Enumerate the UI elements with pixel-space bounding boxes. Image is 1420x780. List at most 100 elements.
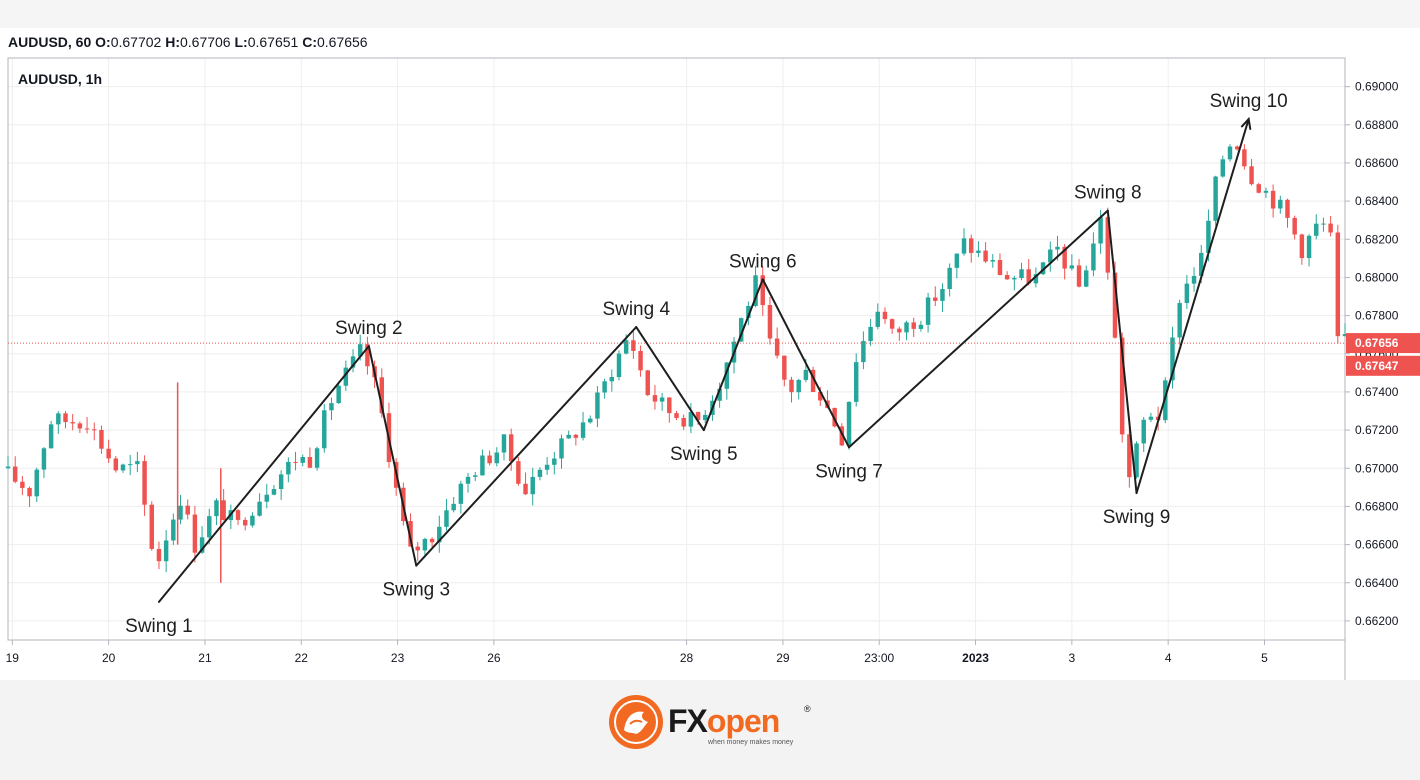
candle-body — [214, 500, 219, 517]
candle-body — [127, 464, 133, 466]
candle-body — [1249, 166, 1254, 185]
price-tick-label: 0.67000 — [1355, 461, 1399, 475]
candle-body — [278, 474, 284, 490]
candle-body — [659, 397, 665, 402]
candle-body — [1105, 217, 1111, 273]
candle-body — [580, 422, 586, 438]
price-tick-label: 0.68200 — [1355, 232, 1399, 246]
candle-body — [1048, 249, 1053, 263]
high-value: 0.67706 — [179, 34, 231, 50]
candle-body — [343, 367, 349, 386]
time-tick-label: 2023 — [962, 651, 989, 665]
price-tick-label: 0.67400 — [1355, 385, 1399, 399]
candle-body — [242, 519, 248, 526]
swing-line — [635, 326, 705, 432]
candle-body — [429, 538, 435, 543]
candle-body — [947, 267, 952, 290]
candle-body — [70, 422, 75, 424]
candle-body — [113, 458, 119, 471]
time-tick-label: 29 — [776, 651, 790, 665]
candle-body — [623, 340, 629, 354]
candle-body — [724, 362, 730, 389]
candle-body — [415, 546, 420, 551]
candle-body — [839, 426, 845, 446]
swing-line — [848, 209, 1109, 449]
candle-body — [1134, 443, 1139, 478]
candle-body — [688, 411, 694, 427]
swing-label: Swing 5 — [670, 444, 738, 465]
candle-body — [868, 326, 873, 342]
candle-body — [221, 500, 226, 521]
price-tick-label: 0.68800 — [1355, 118, 1399, 132]
candle-body — [810, 369, 816, 393]
candle-body — [1012, 278, 1017, 280]
price-tick-label: 0.68400 — [1355, 194, 1399, 208]
candle-body — [1177, 303, 1182, 338]
price-tick-label: 0.68600 — [1355, 156, 1399, 170]
price-tick-label: 0.67200 — [1355, 423, 1399, 437]
candle-body — [473, 475, 478, 477]
candle-body — [1335, 232, 1341, 337]
candle-body — [954, 253, 960, 268]
price-tick-label: 0.66400 — [1355, 576, 1399, 590]
candle-body — [149, 504, 154, 549]
candle-body — [1026, 269, 1031, 284]
swing-label: Swing 10 — [1210, 91, 1288, 112]
candle-body — [1033, 274, 1039, 284]
candle-body — [34, 469, 39, 497]
candle-body — [652, 395, 658, 402]
candle-body — [803, 369, 809, 380]
price-tag — [1346, 355, 1420, 376]
candle-body — [753, 275, 758, 306]
swing-label: Swing 1 — [125, 616, 193, 637]
candle-body — [918, 324, 924, 329]
time-tick-label: 21 — [198, 651, 212, 665]
swing-lines — [157, 116, 1252, 603]
candle-body — [717, 388, 722, 401]
candle-body — [760, 275, 765, 306]
candle-body — [41, 448, 47, 470]
candle-body — [1342, 334, 1348, 337]
candle-body — [875, 311, 880, 327]
high-label: H: — [165, 34, 180, 50]
candle-body — [1285, 199, 1290, 218]
candle-body — [638, 350, 643, 371]
candle-body — [774, 338, 780, 356]
candle-body — [1321, 223, 1326, 225]
candle-body — [818, 392, 823, 401]
candle-body — [904, 322, 909, 333]
candle-body — [1083, 270, 1089, 287]
candle-body — [307, 457, 313, 468]
candle-body — [645, 370, 650, 396]
time-tick-label: 23:00 — [864, 651, 894, 665]
price-tag-label: 0.67656 — [1355, 336, 1399, 350]
candle-body — [1141, 419, 1146, 444]
candle-body — [1076, 265, 1082, 287]
candle-body — [1127, 434, 1132, 478]
candle-body — [77, 423, 83, 429]
candle-body — [1299, 234, 1305, 259]
time-tick-label: 22 — [295, 651, 309, 665]
candle-body — [156, 548, 162, 562]
candle-body — [487, 455, 492, 464]
candle-body — [1062, 246, 1067, 269]
candle-body — [264, 494, 270, 502]
candle-body — [192, 514, 198, 553]
candle-body — [501, 434, 507, 453]
candle-body — [120, 464, 126, 471]
candle-body — [940, 289, 945, 301]
candle-body — [365, 344, 370, 367]
footer: FXopen ® when money makes money — [0, 680, 1420, 780]
candle-body — [27, 487, 32, 497]
swing-label: Swing 4 — [602, 299, 670, 320]
time-tick-label: 20 — [102, 651, 116, 665]
candle-body — [552, 458, 557, 465]
candle-body — [911, 322, 916, 329]
candle-body — [1227, 146, 1233, 160]
time-tick-label: 5 — [1261, 651, 1268, 665]
candle-body — [48, 424, 54, 449]
candle-body — [322, 410, 327, 449]
candle-body — [1019, 269, 1024, 279]
candle-body — [681, 417, 686, 427]
